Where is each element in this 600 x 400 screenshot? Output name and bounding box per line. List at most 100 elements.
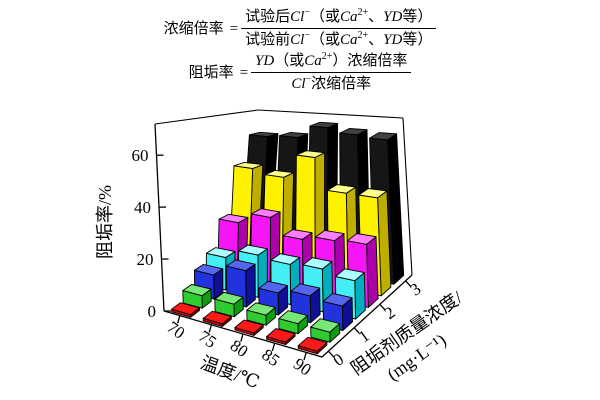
x-axis-title: 温度/℃ — [198, 353, 262, 393]
formula2-num-token-3: 2+ — [321, 51, 333, 62]
bar-75C-1mgL-top-face — [225, 259, 256, 272]
bar-85C-0.5mgL-top-face — [278, 310, 308, 325]
bar-70C-1.5mgL-top-face — [205, 247, 236, 258]
formula1-den-token-3: （或 — [309, 32, 340, 48]
x-tick-label: 70 — [164, 317, 189, 342]
bar-85C-0mgL-top-face — [266, 328, 296, 343]
bar-75C-2mgL-top-face — [250, 208, 281, 218]
formula2-den-token-0: Cl — [291, 76, 306, 92]
formula-block: 浓缩倍率 = 试验后Cl−（或Ca2+、YD等） 试验前Cl−（或Ca2+、YD… — [0, 8, 600, 93]
z-tick-label: 3 — [406, 279, 424, 299]
formula1-num-token-2: − — [304, 7, 310, 18]
bar-80C-0mgL-top-face — [234, 319, 264, 334]
formula-concentration-ratio: 浓缩倍率 = 试验后Cl−（或Ca2+、YD等） 试验前Cl−（或Ca2+、YD… — [164, 8, 437, 49]
formula1-fraction: 试验后Cl−（或Ca2+、YD等） 试验前Cl−（或Ca2+、YD等） — [241, 7, 437, 49]
bar-80C-1mgL-top-face — [258, 280, 288, 294]
formula1-lhs: 浓缩倍率 — [163, 20, 224, 37]
bar-70C-2.5mgL-top-face — [233, 161, 264, 169]
z-tick-mark — [379, 303, 386, 311]
formula2-denominator: Cl−浓缩倍率 — [287, 73, 375, 93]
formula1-equals: = — [229, 20, 239, 37]
bar-80C-3mgL-top-face — [309, 121, 339, 129]
formula1-num-token-8: 等） — [402, 9, 433, 25]
formula1-num-token-7: YD — [383, 9, 403, 25]
formula2-den-token-1: − — [305, 74, 312, 85]
formula-scale-inhibition-rate: 阻垢率 = YD（或Ca2+）浓缩倍率 Cl−浓缩倍率 — [189, 52, 412, 93]
y-axis-line — [154, 123, 165, 312]
bar-75C-0.5mgL-top-face — [214, 291, 244, 305]
formula2-num-token-2: Ca — [304, 53, 322, 69]
z-axis-line — [321, 274, 413, 358]
bar-75C-2.5mgL-top-face — [264, 169, 295, 178]
formula2-den-token-2: 浓缩倍率 — [311, 76, 372, 92]
bar-75C-0mgL-top-face — [202, 310, 232, 325]
x-tick-mark — [240, 333, 244, 342]
formula1-numerator: 试验后Cl−（或Ca2+、YD等） — [241, 7, 437, 29]
x-tick-mark — [176, 315, 181, 324]
y-tick-label: 40 — [134, 198, 151, 217]
x-tick-label: 75 — [195, 327, 220, 352]
formula1-den-token-4: Ca — [339, 32, 358, 48]
formula1-den-token-7: YD — [383, 32, 403, 48]
bar-70C-0mgL-top-face — [171, 302, 200, 316]
bar-80C-0.5mgL-top-face — [246, 302, 276, 316]
formula2-num-token-0: YD — [255, 53, 275, 69]
bar-80C-2.5mgL-top-face — [295, 150, 326, 158]
bar-75C-1mgL-side-face — [245, 263, 256, 308]
bar-90C-2.5mgL-top-face — [358, 188, 388, 199]
bar-90C-0mgL-top-face — [297, 336, 328, 352]
bar-85C-2mgL-top-face — [314, 229, 345, 242]
bar-90C-2mgL-top-face — [346, 233, 377, 245]
bar-85C-3mgL-top-face — [339, 128, 368, 136]
right-back-edge — [402, 117, 413, 276]
formula1-num-token-0: 试验后 — [245, 9, 291, 25]
x-tick-mark — [271, 343, 276, 352]
bar-85C-1.5mgL-top-face — [302, 257, 333, 270]
formula1-den-token-6: 、 — [368, 32, 384, 48]
z-tick-mark — [353, 327, 361, 335]
formula2-fraction: YD（或Ca2+）浓缩倍率 Cl−浓缩倍率 — [251, 51, 412, 93]
formula1-den-token-0: 试验前 — [245, 32, 291, 48]
formula1-den-token-5: 2+ — [357, 30, 369, 41]
x-tick-mark — [208, 324, 213, 333]
formula1-num-token-5: 2+ — [357, 7, 369, 18]
x-tick-label: 90 — [290, 354, 315, 379]
y-axis-title: 阻垢率/% — [95, 185, 115, 259]
formula2-lhs: 阻垢率 — [188, 64, 234, 81]
formula1-num-token-3: （或 — [309, 9, 340, 25]
formula2-num-token-1: （或 — [274, 53, 305, 69]
y-tick-label: 20 — [137, 250, 154, 269]
x-tick-mark — [303, 352, 307, 361]
bar-70C-3mgL-top-face — [248, 131, 279, 138]
y-tick-label: 0 — [148, 302, 157, 321]
formula1-den-token-2: − — [304, 30, 310, 41]
bar-75C-1.5mgL-top-face — [238, 244, 268, 256]
bar-80C-1.5mgL-top-face — [270, 253, 301, 265]
x-tick-label: 80 — [227, 336, 252, 361]
bar-85C-2.5mgL-top-face — [327, 184, 357, 194]
formula1-num-token-1: Cl — [290, 9, 305, 25]
bar-70C-0.5mgL-top-face — [182, 283, 212, 297]
x-tick-label: 85 — [258, 345, 283, 370]
bar-75C-3mgL-top-face — [279, 132, 309, 138]
bar-70C-2mgL-top-face — [218, 213, 249, 224]
bar-70C-1mgL-top-face — [193, 263, 224, 276]
formula1-num-token-6: 、 — [368, 9, 384, 25]
bar-90C-0.5mgL-top-face — [310, 318, 341, 333]
bar-85C-1mgL-top-face — [290, 283, 321, 297]
bar-90C-1mgL-top-face — [322, 292, 353, 307]
y-tick-label: 60 — [132, 146, 149, 165]
bar-90C-1.5mgL-top-face — [334, 268, 365, 282]
back-wall-top-edge — [257, 109, 404, 119]
formula1-den-token-8: 等） — [402, 32, 433, 48]
formula1-den-token-1: Cl — [290, 32, 305, 48]
left-wall-top-edge — [154, 109, 259, 125]
bar-90C-3mgL-top-face — [369, 132, 398, 141]
formula1-num-token-4: Ca — [339, 9, 358, 25]
z-tick-label: 1 — [355, 326, 373, 346]
z-tick-mark — [405, 280, 412, 288]
formula2-equals: = — [239, 64, 249, 81]
z-tick-label: 0 — [329, 349, 347, 369]
